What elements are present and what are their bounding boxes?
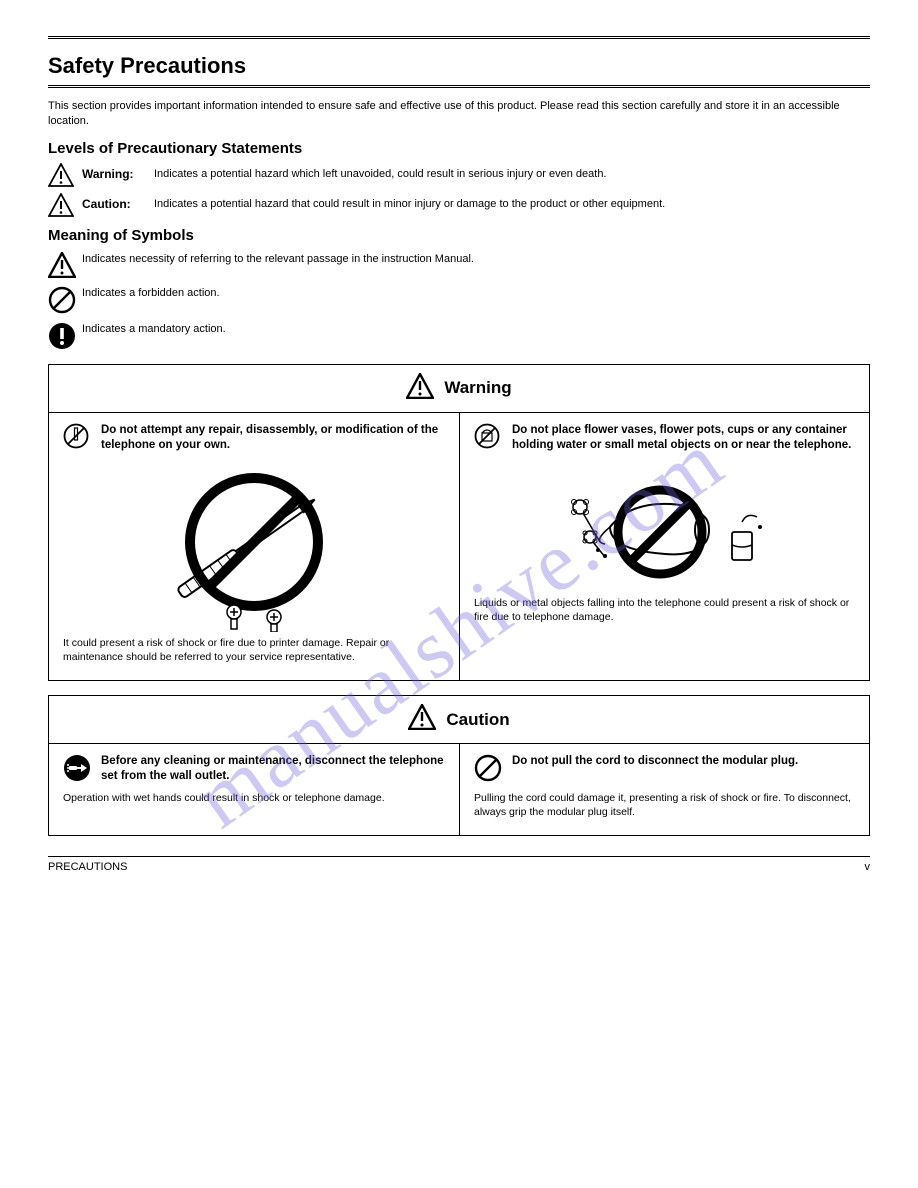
no-liquids-icon <box>474 423 502 454</box>
unplug-icon <box>63 754 91 787</box>
caution-row: Before any cleaning or maintenance, disc… <box>49 744 869 835</box>
top-rule <box>48 36 870 39</box>
intro-text: This section provides important informat… <box>48 99 870 129</box>
warning-cell-1-body: It could present a risk of shock or fire… <box>63 636 445 664</box>
symbols-heading: Meaning of Symbols <box>48 227 870 244</box>
symbol-forbidden-desc: Indicates a forbidden action. <box>82 286 220 301</box>
caution-triangle-icon <box>48 193 82 217</box>
screwdriver-illustration <box>63 462 445 632</box>
symbol-forbidden-row: Indicates a forbidden action. <box>48 286 870 314</box>
caution-header-icon <box>408 704 436 735</box>
no-disassemble-icon <box>63 423 91 454</box>
level-caution-label: Caution: <box>82 193 154 211</box>
warning-header: Warning <box>49 365 869 413</box>
caution-cell-unplug: Before any cleaning or maintenance, disc… <box>49 744 459 835</box>
caution-cell-1-title: Before any cleaning or maintenance, disc… <box>101 754 445 784</box>
warning-row: Do not attempt any repair, disassembly, … <box>49 413 869 680</box>
prohibition-icon <box>474 754 502 787</box>
vase-illustration <box>474 462 855 592</box>
caution-cell-1-body: Operation with wet hands could result in… <box>63 791 445 805</box>
forbidden-icon <box>48 286 82 314</box>
level-caution-desc: Indicates a potential hazard that could … <box>154 193 665 212</box>
caution-cell-2-title: Do not pull the cord to disconnect the m… <box>512 754 798 769</box>
level-warning-row: Warning: Indicates a potential hazard wh… <box>48 163 870 187</box>
refer-manual-icon <box>48 252 82 278</box>
levels-heading: Levels of Precautionary Statements <box>48 140 870 157</box>
warning-triangle-icon <box>48 163 82 187</box>
warning-header-icon <box>406 373 434 404</box>
caution-cell-2-body: Pulling the cord could damage it, presen… <box>474 791 855 819</box>
caution-header-label: Caution <box>446 710 509 730</box>
page-title: Safety Precautions <box>48 53 870 79</box>
warning-section: Warning Do not attempt any repair, disas… <box>48 364 870 681</box>
warning-cell-2-body: Liquids or metal objects falling into th… <box>474 596 855 624</box>
caution-section: Caution Before any cleaning or maintenan… <box>48 695 870 836</box>
caution-header: Caution <box>49 696 869 744</box>
level-warning-desc: Indicates a potential hazard which left … <box>154 163 607 182</box>
warning-cell-2-title: Do not place flower vases, flower pots, … <box>512 423 855 453</box>
symbol-refer-desc: Indicates necessity of referring to the … <box>82 252 474 267</box>
warning-cell-liquids: Do not place flower vases, flower pots, … <box>459 413 869 680</box>
caution-cell-no-pull: Do not pull the cord to disconnect the m… <box>459 744 869 835</box>
warning-cell-disassemble: Do not attempt any repair, disassembly, … <box>49 413 459 680</box>
symbol-mandatory-desc: Indicates a mandatory action. <box>82 322 226 337</box>
symbol-mandatory-row: Indicates a mandatory action. <box>48 322 870 350</box>
warning-cell-1-title: Do not attempt any repair, disassembly, … <box>101 423 445 453</box>
mandatory-icon <box>48 322 82 350</box>
footer: PRECAUTIONS v <box>48 857 870 873</box>
title-underline <box>48 85 870 88</box>
level-caution-row: Caution: Indicates a potential hazard th… <box>48 193 870 217</box>
level-warning-label: Warning: <box>82 163 154 181</box>
footer-left: PRECAUTIONS <box>48 861 127 873</box>
footer-right: v <box>865 861 871 873</box>
warning-header-label: Warning <box>444 378 511 398</box>
symbol-refer-row: Indicates necessity of referring to the … <box>48 252 870 278</box>
